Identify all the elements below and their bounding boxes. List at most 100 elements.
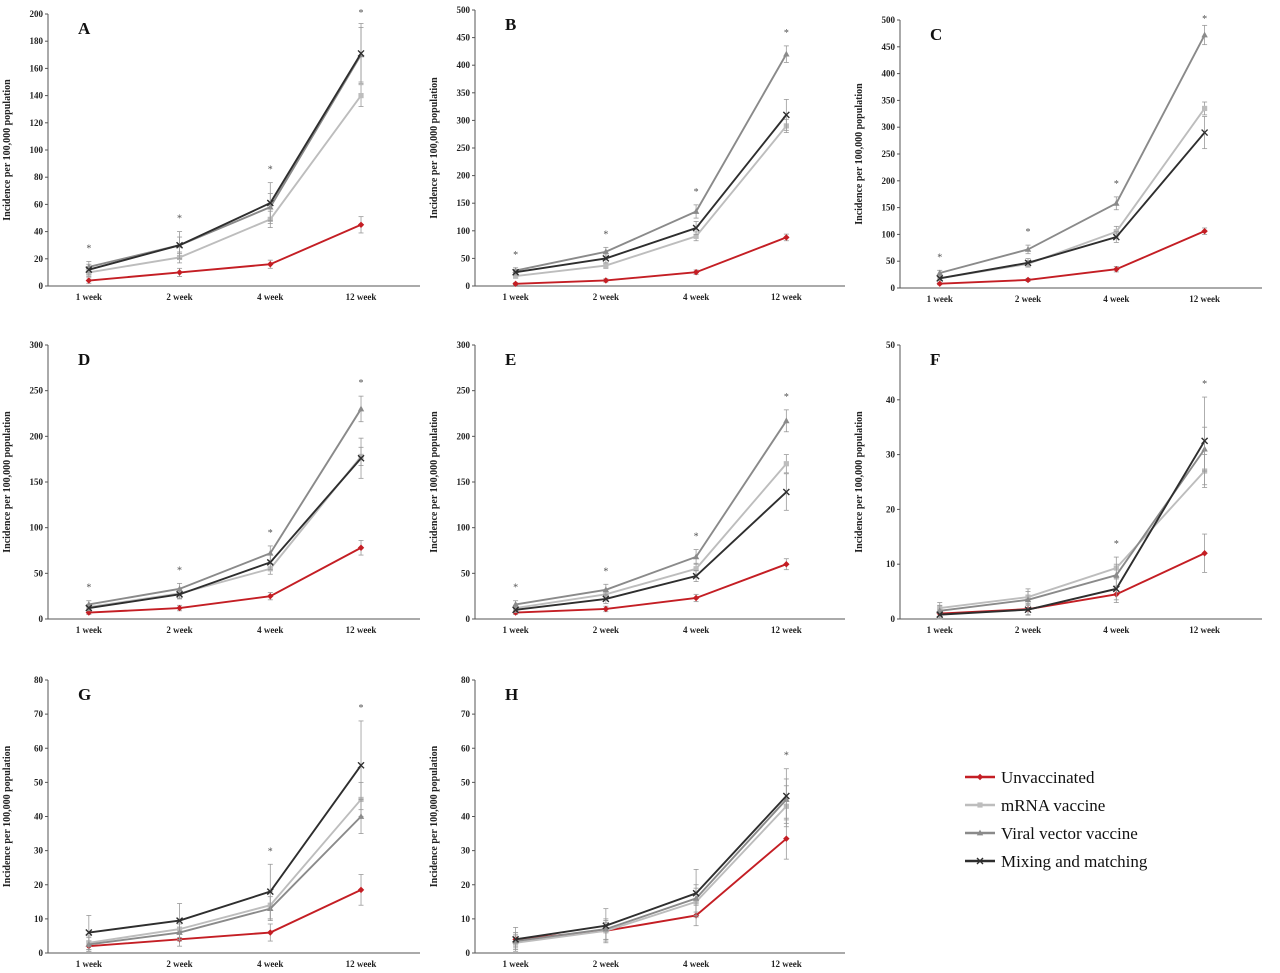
y-tick-label: 200 <box>30 431 44 441</box>
data-point <box>1113 571 1120 578</box>
series-line-unvaccinated <box>939 230 1205 285</box>
significance-marker: * <box>177 214 182 225</box>
data-point <box>783 835 790 842</box>
series-line-mixing-and-matching <box>515 114 788 274</box>
series-line-mixing-and-matching <box>515 795 788 941</box>
significance-marker: * <box>513 250 518 261</box>
series-line-mrna-vaccine <box>515 463 788 609</box>
data-point <box>783 234 790 241</box>
significance-marker: * <box>359 703 364 714</box>
y-tick-label: 0 <box>891 283 896 293</box>
series-line-unvaccinated <box>88 546 362 614</box>
data-point <box>1113 199 1120 206</box>
x-tick-label: 2 week <box>593 625 619 635</box>
x-tick-label: 12 week <box>346 625 377 635</box>
series-mixing-and-matching <box>85 720 365 950</box>
x-tick-label: 2 week <box>1015 294 1041 304</box>
series-unvaccinated <box>936 227 1208 287</box>
series-viral-vector-vaccine <box>85 395 365 609</box>
data-point <box>266 558 274 566</box>
y-tick-label: 150 <box>30 477 44 487</box>
x-tick-label: 4 week <box>257 959 283 969</box>
x-tick-label: 2 week <box>593 292 619 302</box>
x-tick-label: 2 week <box>166 625 192 635</box>
series-viral-vector-vaccine <box>936 426 1208 617</box>
y-tick-label: 0 <box>466 614 471 624</box>
data-point <box>782 111 790 119</box>
y-tick-label: 10 <box>886 559 896 569</box>
legend-label-mrna: mRNA vaccine <box>1001 796 1105 815</box>
data-point <box>783 417 790 424</box>
data-point <box>783 561 790 568</box>
legend-marker-mixing-and-matching <box>976 857 984 865</box>
significance-marker: * <box>694 187 699 198</box>
significance-marker: * <box>784 28 789 39</box>
y-tick-label: 250 <box>882 149 896 159</box>
series-line-mixing-and-matching <box>88 764 362 934</box>
x-tick-label: 4 week <box>257 625 283 635</box>
y-tick-label: 0 <box>466 281 471 291</box>
data-point <box>512 600 519 607</box>
data-point <box>266 199 274 207</box>
x-tick-label: 12 week <box>771 625 802 635</box>
y-axis-label: Incidence per 100,000 population <box>2 745 13 887</box>
panel-label-b: B <box>505 15 516 34</box>
y-tick-label: 80 <box>34 675 44 685</box>
data-point <box>358 93 364 99</box>
data-point <box>693 233 699 239</box>
series-line-unvaccinated <box>88 889 362 948</box>
series-mrna-vaccine <box>937 101 1208 281</box>
y-tick-label: 0 <box>39 281 44 291</box>
data-point <box>176 590 184 598</box>
series-viral-vector-vaccine <box>85 27 365 273</box>
series-line-unvaccinated <box>515 837 787 941</box>
data-point <box>357 813 365 819</box>
significance-marker: * <box>268 846 273 857</box>
y-tick-label: 50 <box>461 568 471 578</box>
series-line-mrna-vaccine <box>88 95 362 274</box>
y-tick-label: 400 <box>457 60 471 70</box>
y-tick-label: 20 <box>34 254 44 264</box>
y-tick-label: 150 <box>882 203 896 213</box>
series-line-unvaccinated <box>88 223 362 282</box>
data-point <box>602 277 610 284</box>
panel-label-e: E <box>505 350 516 369</box>
y-tick-label: 160 <box>30 63 44 73</box>
series-mrna-vaccine <box>86 781 364 950</box>
significance-marker: * <box>784 392 789 403</box>
data-point <box>1202 105 1208 112</box>
series-line-viral-vector-vaccine <box>88 815 362 946</box>
data-point <box>176 917 184 925</box>
series-line-unvaccinated <box>515 236 787 285</box>
series-line-mrna-vaccine <box>88 455 362 609</box>
y-tick-label: 80 <box>34 172 44 182</box>
data-point <box>602 595 610 603</box>
data-point <box>602 586 610 593</box>
x-tick-label: 1 week <box>927 294 953 304</box>
data-point <box>357 761 365 769</box>
data-point <box>267 929 274 936</box>
data-point <box>357 544 365 551</box>
y-tick-label: 50 <box>461 777 471 787</box>
data-point <box>85 604 93 612</box>
data-point <box>357 49 365 57</box>
x-tick-label: 1 week <box>76 959 102 969</box>
series-line-viral-vector-vaccine <box>515 53 788 272</box>
data-point <box>1201 129 1209 137</box>
series-line-mixing-and-matching <box>88 52 362 271</box>
x-tick-label: 1 week <box>76 625 102 635</box>
y-tick-label: 400 <box>882 69 896 79</box>
y-tick-label: 100 <box>882 229 896 239</box>
data-point <box>357 454 365 462</box>
legend-item-mixing: Mixing and matching <box>965 852 1148 871</box>
data-point <box>512 280 519 287</box>
chart-panel-d: 0 50 100 150 200 250 300 1 week 2 week 4 week 12 w… <box>2 340 420 635</box>
data-point <box>692 269 700 276</box>
data-point <box>602 254 610 262</box>
y-axis-label: Incidence per 100,000 population <box>854 411 865 553</box>
legend-marker-viral-vector-vaccine <box>976 829 984 836</box>
y-tick-label: 120 <box>30 118 44 128</box>
panel-label-d: D <box>78 350 90 369</box>
series-mixing-and-matching <box>512 768 790 952</box>
legend-item-viral-vector: Viral vector vaccine <box>965 824 1138 843</box>
